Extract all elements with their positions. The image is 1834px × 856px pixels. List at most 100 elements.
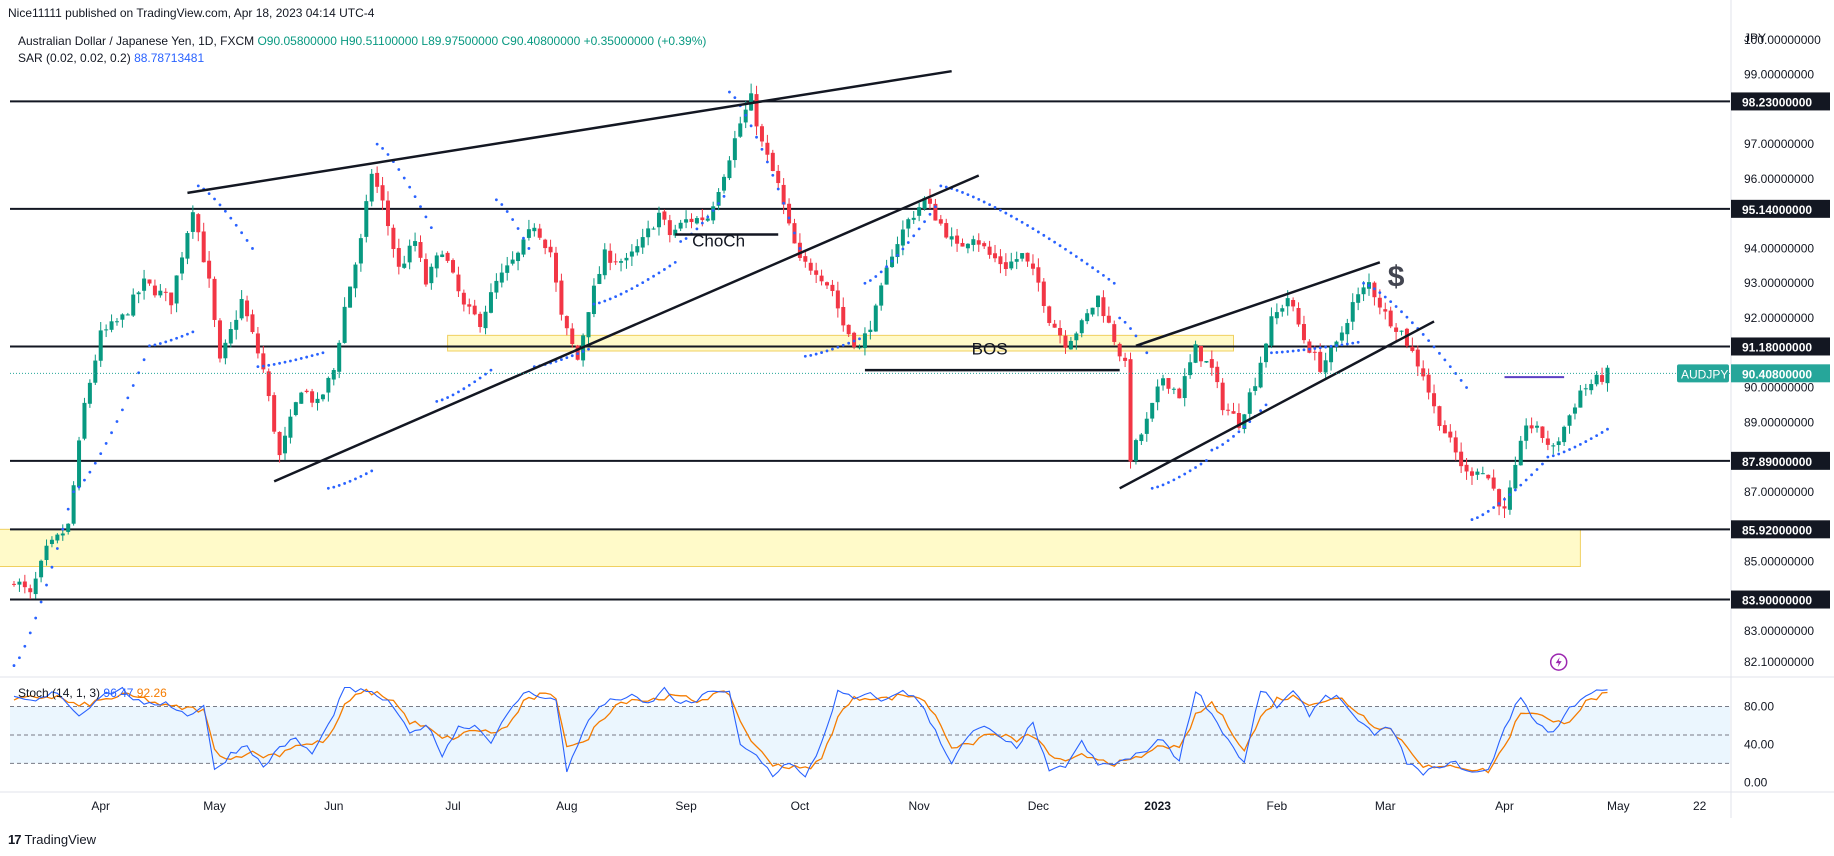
sar-dot (1177, 475, 1181, 479)
candle-body (1578, 390, 1583, 408)
sar-dot (1102, 273, 1105, 277)
candle-body (1432, 393, 1437, 407)
key-levels (10, 100, 1730, 601)
time-axis-label: Mar (1375, 799, 1396, 813)
candle-body (917, 207, 922, 216)
candle (841, 297, 846, 332)
sar-dot (34, 616, 38, 620)
candle-body (938, 219, 943, 224)
candle (1350, 293, 1355, 331)
candle (678, 219, 683, 232)
key-level-label: 83.90000000 (1742, 594, 1812, 608)
candle-body (1155, 386, 1160, 403)
time-axis-label: Nov (908, 799, 929, 813)
sar-dot (1356, 340, 1360, 344)
sar-dot (494, 198, 498, 202)
candle (1171, 387, 1176, 395)
candle (461, 289, 466, 312)
candle-body (570, 328, 575, 345)
sar-dot (1205, 459, 1208, 462)
candle (1291, 297, 1296, 312)
sar-dot (1438, 351, 1441, 355)
candle (55, 533, 60, 544)
candle (1106, 306, 1111, 324)
sar-dot (706, 215, 710, 219)
sar-dot (289, 359, 292, 363)
sar-dot (1459, 379, 1463, 382)
candle (483, 305, 488, 335)
candle (608, 243, 613, 271)
candle-body (245, 300, 250, 317)
candle-body (1253, 386, 1258, 391)
price-tick-label: 99.00000000 (1744, 68, 1814, 82)
candle (505, 256, 510, 281)
candle (1280, 304, 1285, 317)
sar-dot (50, 565, 54, 569)
sar-dot (614, 295, 618, 298)
candle (1247, 388, 1252, 423)
candle-body (1144, 418, 1149, 434)
candle (1513, 456, 1518, 491)
sar-dot (218, 203, 222, 207)
candle (1442, 420, 1447, 434)
tradingview-logo-icon: 17 (8, 832, 22, 847)
candle (830, 279, 835, 297)
candle (1052, 319, 1057, 328)
candle-body (646, 228, 651, 238)
candle (1139, 433, 1144, 445)
stoch-legend: Stoch (14, 1, 3) 96.47 92.26 (18, 686, 167, 700)
price-tick-label: 87.00000000 (1744, 485, 1814, 499)
sar-dot (104, 442, 108, 445)
candle-body (1399, 330, 1404, 332)
candle-body (759, 126, 764, 142)
sar-dot (776, 187, 780, 191)
candle (1020, 253, 1025, 262)
candle-body (797, 242, 802, 258)
sar-dot (1508, 493, 1512, 497)
candle (1459, 442, 1464, 474)
candle (1301, 315, 1306, 344)
candle (331, 367, 336, 386)
sar-dot (1383, 295, 1387, 299)
candle (1112, 320, 1117, 346)
low-value: L89.97500000 (421, 34, 499, 48)
annotation-bos: BOS (972, 339, 1008, 358)
candle (754, 85, 759, 136)
sar-dot (164, 340, 168, 344)
candle-body (933, 203, 938, 221)
sar-dot (1167, 481, 1170, 484)
candle-body (28, 588, 33, 593)
candle-body (1323, 360, 1328, 373)
sar-dot (1026, 224, 1029, 227)
candle (1605, 365, 1610, 392)
sar-dot (1546, 455, 1550, 459)
candle-body (1339, 332, 1344, 341)
tradingview-brand[interactable]: 17 TradingView (8, 832, 96, 847)
sar-dot (1297, 349, 1300, 352)
candle (22, 574, 27, 594)
sar-dot (348, 479, 352, 483)
candle (1123, 352, 1128, 368)
candle-body (418, 242, 423, 258)
candle (1096, 295, 1100, 317)
candle (207, 251, 212, 288)
candle-body (494, 280, 499, 293)
candle (971, 235, 976, 252)
sar-dot (1378, 291, 1382, 295)
sar-dot (608, 297, 612, 301)
candle (440, 250, 445, 258)
price-tick-label: 90.00000000 (1744, 380, 1814, 394)
price-tick-label: 89.00000000 (1744, 415, 1814, 429)
candle (1583, 383, 1588, 396)
sar-dot (1221, 443, 1225, 446)
candle-body (841, 306, 846, 326)
sar-dot (121, 408, 124, 412)
sar-dot (354, 477, 357, 481)
sar-dot (1183, 472, 1187, 476)
sar-dot (663, 268, 666, 271)
sar-dot (977, 197, 981, 201)
sar-dot (603, 299, 607, 303)
candle (1556, 437, 1561, 452)
sar-dot (1264, 403, 1268, 407)
